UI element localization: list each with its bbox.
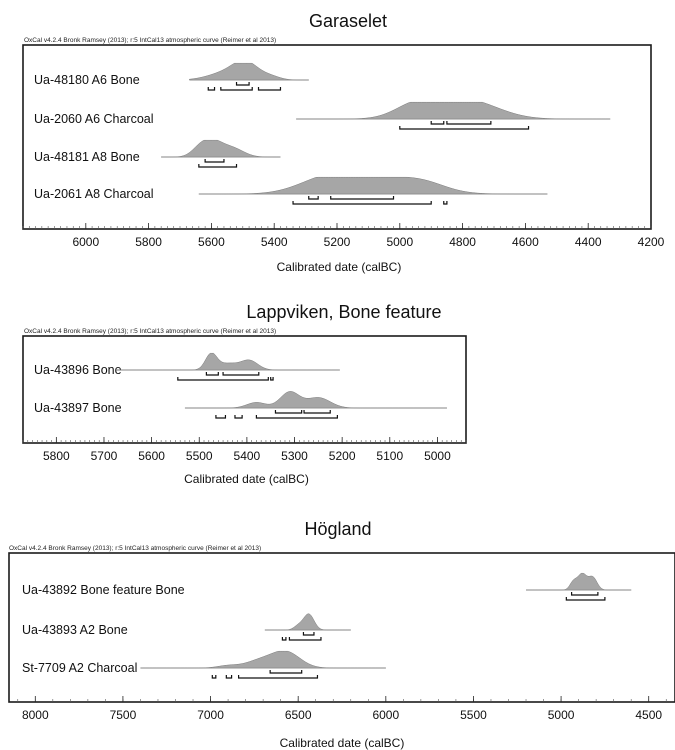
tick-label: 5500 — [460, 708, 487, 722]
x-axis-label: Calibrated date (calBC) — [184, 472, 309, 486]
tick-label: 5400 — [261, 235, 288, 249]
tick-label: 5200 — [329, 449, 356, 463]
tick-label: 6000 — [72, 235, 99, 249]
probability-distribution — [526, 572, 632, 591]
x-axis-label: Calibrated date (calBC) — [277, 260, 402, 274]
plot-frame — [8, 552, 675, 703]
range-bracket-95 — [399, 126, 530, 130]
minor-ticks — [22, 226, 652, 229]
range-bracket-95 — [565, 597, 606, 601]
tick-label: 4400 — [575, 235, 602, 249]
range-bracket-95 — [257, 87, 282, 91]
tick-label: 7000 — [197, 708, 224, 722]
range-bracket-68 — [430, 121, 445, 125]
sample-row: Ua-2060 A6 Charcoal — [34, 101, 611, 130]
range-bracket-95 — [255, 415, 338, 419]
probability-distribution — [140, 650, 386, 669]
probability-distribution — [184, 391, 447, 409]
range-bracket-95 — [177, 377, 269, 381]
probability-distribution — [161, 139, 281, 158]
tick-label: 5600 — [138, 449, 165, 463]
range-bracket-68 — [274, 410, 303, 414]
tick-label: 4200 — [638, 235, 665, 249]
chart-title: Garaselet — [309, 11, 387, 31]
probability-distribution — [115, 352, 340, 371]
sample-label: Ua-2061 A8 Charcoal — [34, 187, 154, 201]
tick-label: 8000 — [22, 708, 49, 722]
sample-row: St-7709 A2 Charcoal — [22, 650, 386, 679]
range-bracket-68 — [235, 82, 250, 86]
sample-row: Ua-48181 A8 Bone — [34, 139, 281, 168]
range-bracket-95 — [443, 201, 448, 205]
range-bracket-95 — [215, 415, 227, 419]
range-bracket-68 — [446, 121, 492, 125]
sample-label: Ua-2060 A6 Charcoal — [34, 112, 154, 126]
range-bracket-68 — [303, 410, 331, 414]
sample-label: Ua-48181 A8 Bone — [34, 150, 140, 164]
range-bracket-95 — [234, 415, 243, 419]
sample-label: Ua-48180 A6 Bone — [34, 73, 140, 87]
tick-label: 5800 — [43, 449, 70, 463]
sample-row: Ua-2061 A8 Charcoal — [34, 176, 548, 205]
tick-label: 5300 — [281, 449, 308, 463]
sample-row: Ua-43893 A2 Bone — [22, 613, 351, 641]
range-bracket-95 — [281, 637, 287, 641]
tick-label: 5600 — [198, 235, 225, 249]
probability-distribution — [264, 613, 351, 631]
sample-label: Ua-43892 Bone feature Bone — [22, 583, 185, 597]
chart-title: Högland — [304, 519, 371, 539]
plot-frame — [22, 335, 467, 444]
range-bracket-68 — [308, 196, 319, 200]
sample-label: Ua-43896 Bone — [34, 363, 122, 377]
range-bracket-68 — [204, 159, 225, 163]
range-bracket-68 — [302, 632, 315, 636]
range-bracket-68 — [205, 372, 219, 376]
sample-label: Ua-43897 Bone — [34, 401, 122, 415]
probability-distribution — [198, 176, 548, 195]
tick-label: 6500 — [285, 708, 312, 722]
range-bracket-68 — [570, 592, 599, 596]
range-bracket-68 — [269, 670, 303, 674]
sample-row: Ua-43896 Bone — [34, 352, 340, 381]
sample-row: Ua-43897 Bone — [34, 391, 447, 419]
sample-label: Ua-43893 A2 Bone — [22, 623, 128, 637]
tick-label: 6000 — [372, 708, 399, 722]
range-bracket-95 — [270, 377, 274, 381]
range-bracket-95 — [198, 164, 238, 168]
range-bracket-95 — [220, 87, 253, 91]
tick-label: 7500 — [110, 708, 137, 722]
tick-label: 5800 — [135, 235, 162, 249]
tick-label: 4800 — [449, 235, 476, 249]
sample-row: Ua-43892 Bone feature Bone — [22, 572, 632, 601]
software-credit: OxCal v4.2.4 Bronk Ramsey (2013); r:5 In… — [9, 545, 261, 552]
range-bracket-95 — [211, 675, 217, 679]
software-credit: OxCal v4.2.4 Bronk Ramsey (2013); r:5 In… — [24, 328, 276, 335]
range-bracket-68 — [330, 196, 395, 200]
range-bracket-68 — [222, 372, 260, 376]
tick-label: 5500 — [186, 449, 213, 463]
tick-label: 5000 — [548, 708, 575, 722]
probability-distribution — [189, 62, 309, 81]
chart-title: Lappviken, Bone feature — [246, 302, 441, 322]
probability-distribution — [296, 101, 611, 120]
sample-label: St-7709 A2 Charcoal — [22, 661, 137, 675]
range-bracket-95 — [288, 637, 322, 641]
software-credit: OxCal v4.2.4 Bronk Ramsey (2013); r:5 In… — [24, 37, 276, 44]
tick-label: 4600 — [512, 235, 539, 249]
tick-label: 5700 — [91, 449, 118, 463]
range-bracket-95 — [207, 87, 216, 91]
tick-label: 5200 — [324, 235, 351, 249]
tick-label: 5100 — [376, 449, 403, 463]
tick-label: 5000 — [386, 235, 413, 249]
tick-label: 5000 — [424, 449, 451, 463]
range-bracket-95 — [237, 675, 319, 679]
x-axis-label: Calibrated date (calBC) — [280, 736, 405, 750]
range-bracket-95 — [292, 201, 432, 205]
sample-row: Ua-48180 A6 Bone — [34, 62, 309, 91]
tick-label: 5400 — [234, 449, 261, 463]
range-bracket-95 — [225, 675, 233, 679]
tick-label: 4500 — [635, 708, 662, 722]
